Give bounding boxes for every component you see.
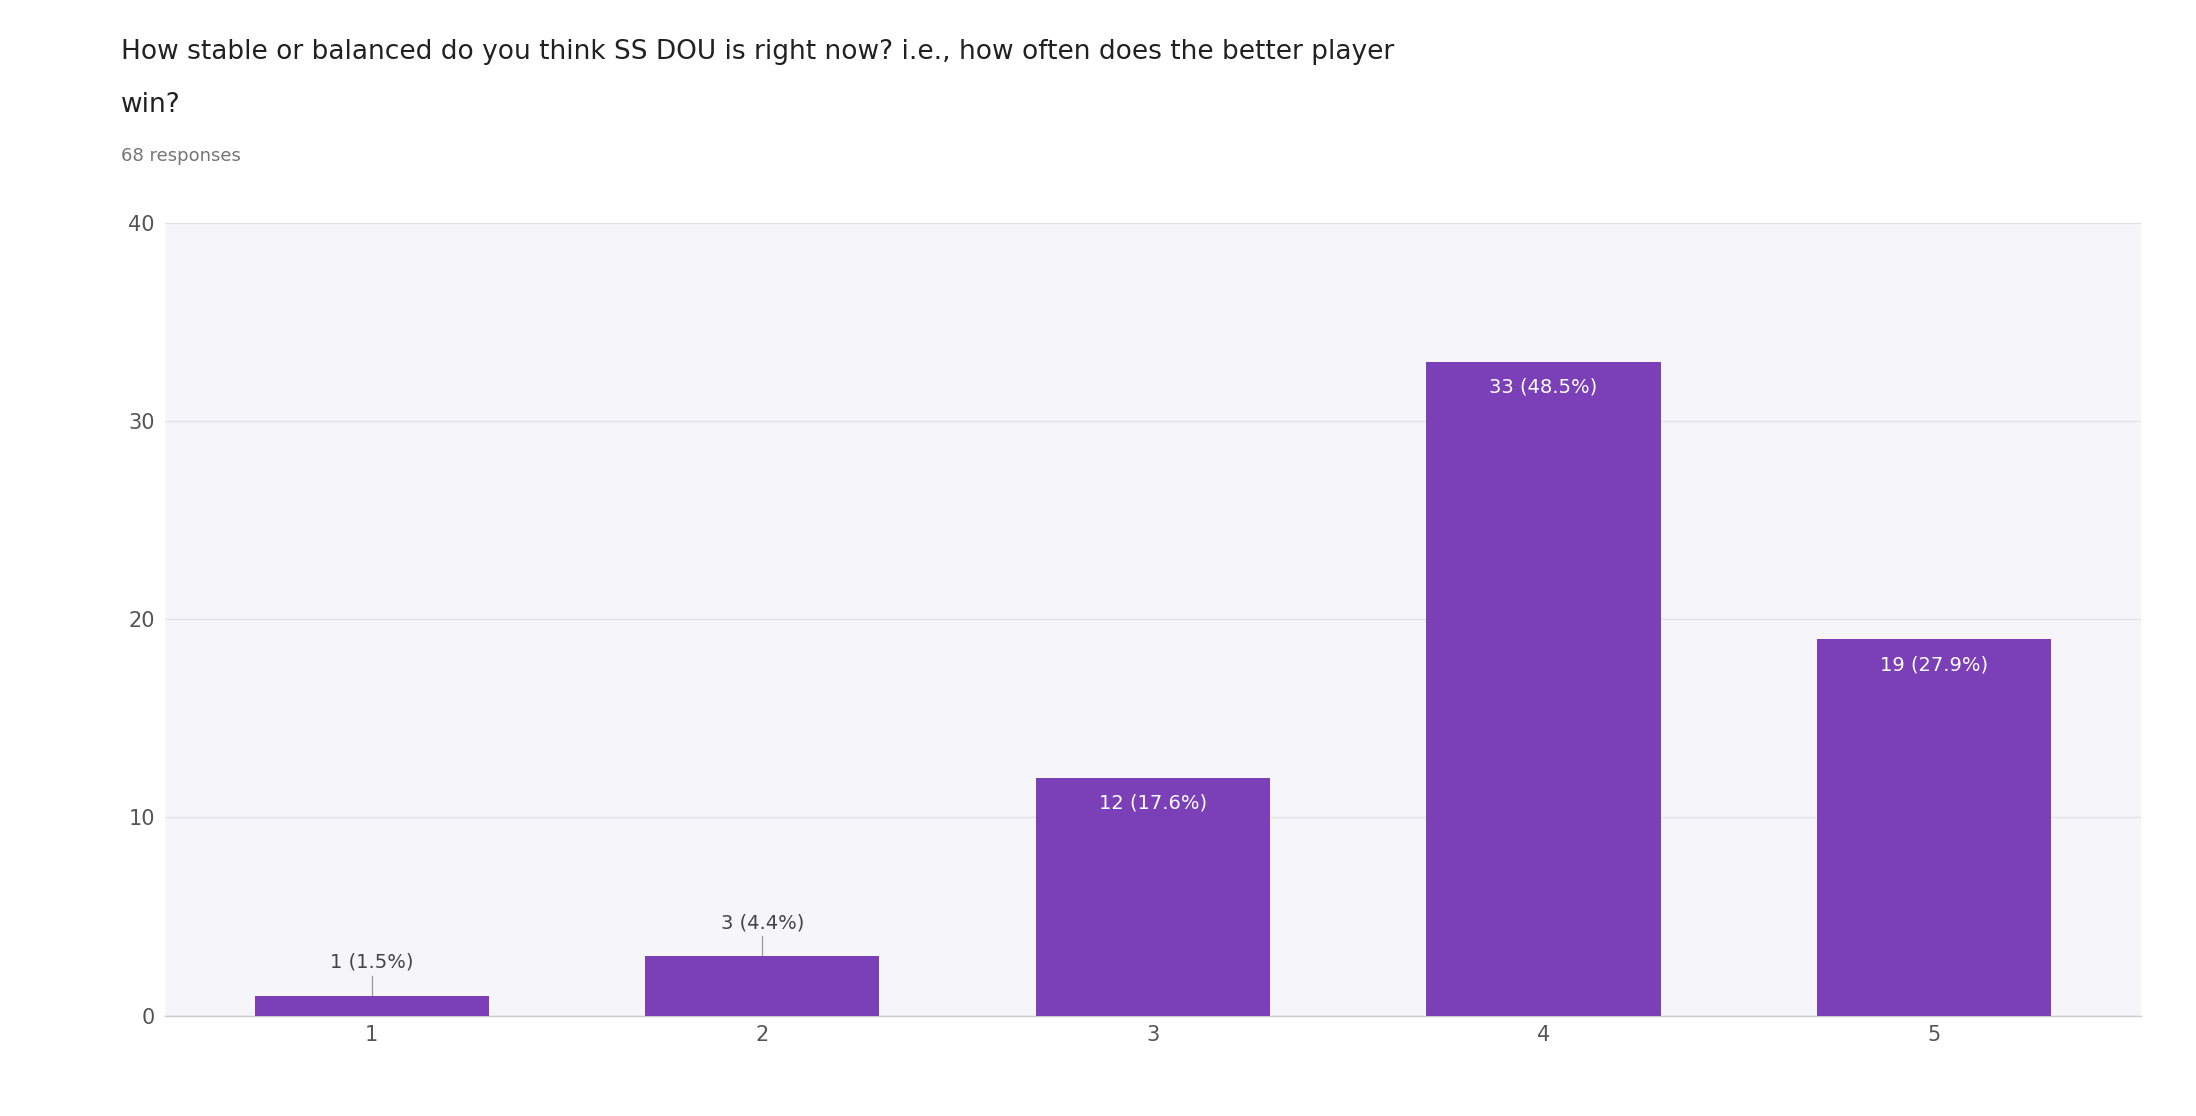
Bar bbox=[1816, 639, 2051, 1016]
Text: 12 (17.6%): 12 (17.6%) bbox=[1098, 793, 1208, 812]
Text: How stable or balanced do you think SS DOU is right now? i.e., how often does th: How stable or balanced do you think SS D… bbox=[121, 39, 1394, 65]
Text: 68 responses: 68 responses bbox=[121, 147, 242, 165]
Bar bbox=[255, 995, 490, 1016]
Text: 19 (27.9%): 19 (27.9%) bbox=[1880, 655, 1987, 674]
Text: win?: win? bbox=[121, 92, 180, 117]
Text: 33 (48.5%): 33 (48.5%) bbox=[1489, 377, 1599, 396]
Bar bbox=[1037, 778, 1269, 1016]
Bar bbox=[1427, 362, 1660, 1016]
Text: 1 (1.5%): 1 (1.5%) bbox=[329, 953, 413, 972]
Text: 3 (4.4%): 3 (4.4%) bbox=[720, 913, 804, 932]
Bar bbox=[646, 956, 878, 1016]
